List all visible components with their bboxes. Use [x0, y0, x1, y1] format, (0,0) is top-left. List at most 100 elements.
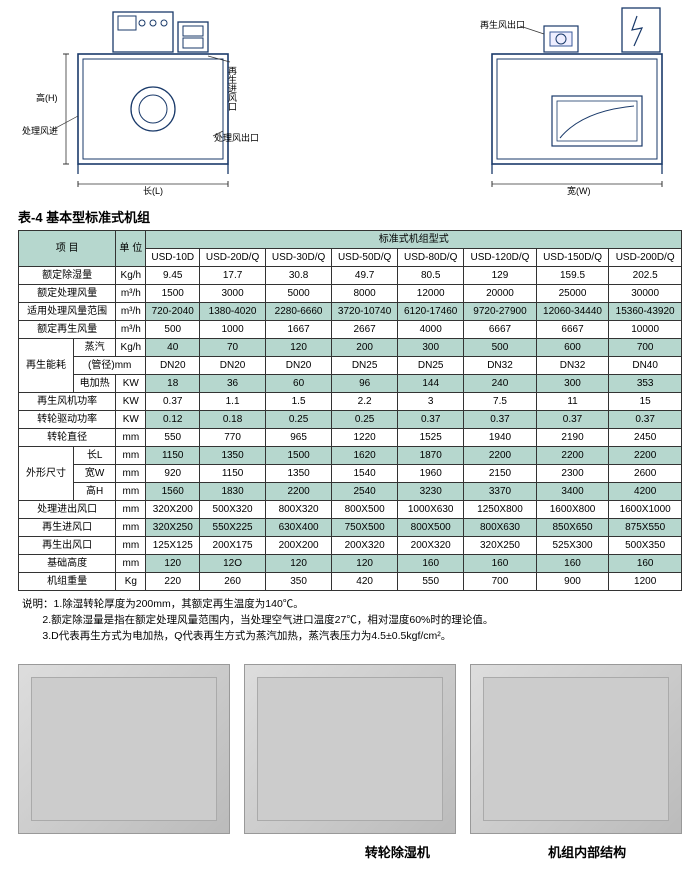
cell: 40 — [146, 339, 200, 357]
cell: DN25 — [398, 357, 464, 375]
cell: 12000 — [398, 285, 464, 303]
cell: 1525 — [398, 429, 464, 447]
cell: 202.5 — [609, 267, 682, 285]
label-process-out: 处理风出口 — [214, 132, 259, 143]
cell: 1620 — [332, 447, 398, 465]
cell: 260 — [200, 573, 266, 591]
cell: 0.18 — [200, 411, 266, 429]
caption-2: 转轮除湿机 — [303, 842, 493, 861]
cell: 1150 — [146, 447, 200, 465]
cell: 120 — [266, 555, 332, 573]
cell: 700 — [464, 573, 537, 591]
row-unit: KW — [116, 393, 146, 411]
cell: 420 — [332, 573, 398, 591]
cell: 2667 — [332, 321, 398, 339]
cell: 240 — [464, 375, 537, 393]
label-process-in: 处理风进 — [22, 125, 58, 136]
cell: 160 — [609, 555, 682, 573]
cell: 320X250 — [146, 519, 200, 537]
cell: 70 — [200, 339, 266, 357]
cell: 6120-17460 — [398, 303, 464, 321]
cell: 25000 — [536, 285, 609, 303]
cell: 630X400 — [266, 519, 332, 537]
cell: 49.7 — [332, 267, 398, 285]
cell: 200X175 — [200, 537, 266, 555]
cell: 30000 — [609, 285, 682, 303]
cell: 2450 — [609, 429, 682, 447]
photo-3 — [470, 664, 682, 834]
row-label: 基础高度 — [19, 555, 116, 573]
cell: 1200 — [609, 573, 682, 591]
cell: 2.2 — [332, 393, 398, 411]
cell: 11 — [536, 393, 609, 411]
cell: 800X630 — [464, 519, 537, 537]
row-unit: Kg — [116, 573, 146, 591]
cell: 1.5 — [266, 393, 332, 411]
cell: 550 — [146, 429, 200, 447]
cell: 320X250 — [464, 537, 537, 555]
sub-label: 高H — [74, 483, 116, 501]
cell: 160 — [536, 555, 609, 573]
cell: 1600X800 — [536, 501, 609, 519]
row-label: 再生出风口 — [19, 537, 116, 555]
cell: 96 — [332, 375, 398, 393]
row-label: 处理进出风口 — [19, 501, 116, 519]
group-label: 外形尺寸 — [19, 447, 74, 501]
row-unit: mm — [116, 519, 146, 537]
cell: 15 — [609, 393, 682, 411]
model-header: USD-80D/Q — [398, 249, 464, 267]
cell: 6667 — [536, 321, 609, 339]
cell: 800X500 — [398, 519, 464, 537]
cell: 12O — [200, 555, 266, 573]
cell: 5000 — [266, 285, 332, 303]
header-type: 标准式机组型式 — [146, 231, 682, 249]
row-unit: mm — [116, 537, 146, 555]
cell: 350 — [266, 573, 332, 591]
header-item: 项 目 — [19, 231, 116, 267]
cell: 600 — [536, 339, 609, 357]
row-label: 额定除湿量 — [19, 267, 116, 285]
cell: 0.37 — [464, 411, 537, 429]
sub-label: 宽W — [74, 465, 116, 483]
cell: 2200 — [536, 447, 609, 465]
cell: 920 — [146, 465, 200, 483]
cell: 20000 — [464, 285, 537, 303]
row-unit: mm — [116, 501, 146, 519]
sub-label: 长L — [74, 447, 116, 465]
cell: 1350 — [266, 465, 332, 483]
row-label: 再生进风口 — [19, 519, 116, 537]
cell: 2540 — [332, 483, 398, 501]
cell: 9.45 — [146, 267, 200, 285]
model-header: USD-10D — [146, 249, 200, 267]
cell: 770 — [200, 429, 266, 447]
cell: 2280-6660 — [266, 303, 332, 321]
row-unit: mm — [116, 555, 146, 573]
row-unit: mm — [116, 465, 146, 483]
cell: 1250X800 — [464, 501, 537, 519]
row-unit: mm — [116, 447, 146, 465]
cell: 3230 — [398, 483, 464, 501]
cell: 200X200 — [266, 537, 332, 555]
cell: 9720-27900 — [464, 303, 537, 321]
cell: 0.12 — [146, 411, 200, 429]
cell: 1150 — [200, 465, 266, 483]
cell: 0.37 — [146, 393, 200, 411]
cell: 3000 — [200, 285, 266, 303]
row-label: 机组重量 — [19, 573, 116, 591]
cell: 3720-10740 — [332, 303, 398, 321]
cell: 320X200 — [146, 501, 200, 519]
cell: 0.25 — [332, 411, 398, 429]
cell: 1560 — [146, 483, 200, 501]
cell: 900 — [536, 573, 609, 591]
cell: 36 — [200, 375, 266, 393]
cell: 1830 — [200, 483, 266, 501]
row-unit: mm — [116, 483, 146, 501]
cell: 120 — [146, 555, 200, 573]
photo-1 — [18, 664, 230, 834]
cell: 750X500 — [332, 519, 398, 537]
cell: 550X225 — [200, 519, 266, 537]
cell: 8000 — [332, 285, 398, 303]
cell: 160 — [398, 555, 464, 573]
row-unit: Kg/h — [116, 267, 146, 285]
header-unit: 单 位 — [116, 231, 146, 267]
